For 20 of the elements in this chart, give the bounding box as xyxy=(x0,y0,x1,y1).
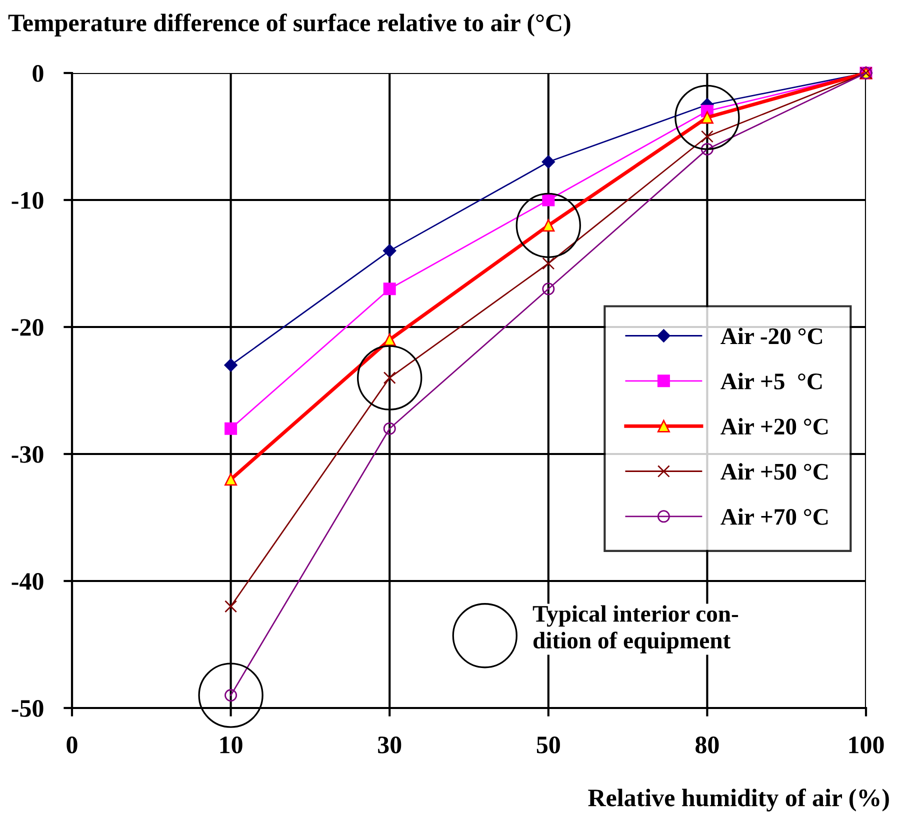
annotation: Typical interior con- dition of equipment xyxy=(532,605,738,654)
legend-label: Air -20 °C xyxy=(720,328,822,344)
legend-label: Air +20 °C xyxy=(720,418,828,435)
x-tick-label: 30 xyxy=(378,736,402,754)
legend-label: Air +70 °C xyxy=(720,508,828,525)
legend-label: Air +50 °C xyxy=(720,463,828,480)
y-tick-label: -10 xyxy=(12,192,44,209)
x-tick-label: 10 xyxy=(220,736,242,754)
x-tick-label: 80 xyxy=(696,736,719,754)
x-tick-label: 100 xyxy=(849,736,884,754)
y-tick-label: 0 xyxy=(32,65,44,82)
y-tick-label: -40 xyxy=(12,573,44,590)
x-tick-label: 50 xyxy=(536,736,560,754)
y-tick-label: -20 xyxy=(12,319,44,336)
y-tick-label: -30 xyxy=(12,446,44,463)
legend-label: Air +5 °C xyxy=(720,372,822,390)
y-tick-label: -50 xyxy=(12,700,44,717)
y-axis-title: Temperature difference of surface relative to air (°C) xyxy=(8,14,570,36)
x-axis-title: Relative humidity of air (%) xyxy=(588,788,889,812)
x-tick-label: 0 xyxy=(66,736,78,754)
